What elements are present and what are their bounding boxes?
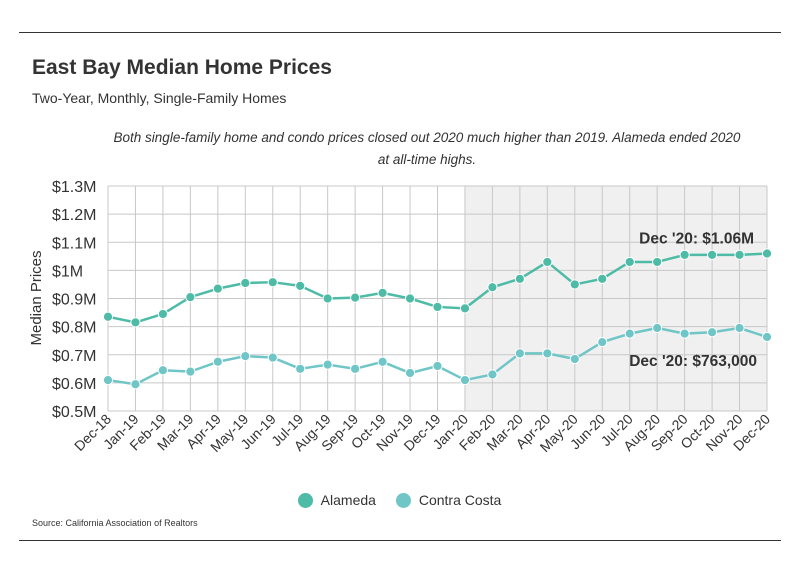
data-point-contra-costa xyxy=(597,336,608,348)
annotation-contra-costa: Dec '20: $763,000 xyxy=(629,353,757,370)
data-point-alameda xyxy=(734,249,745,261)
data-point-contra-costa xyxy=(157,365,169,376)
data-point-contra-costa xyxy=(130,379,141,390)
legend-label-alameda: Alameda xyxy=(320,492,376,508)
bottom-rule xyxy=(19,540,781,541)
data-point-alameda xyxy=(624,256,635,268)
data-point-contra-costa xyxy=(240,351,251,362)
data-point-alameda xyxy=(679,249,690,261)
source-note: Source: California Association of Realto… xyxy=(32,518,198,528)
data-point-contra-costa xyxy=(459,374,471,386)
data-point-alameda xyxy=(761,248,773,259)
data-point-alameda xyxy=(157,308,169,320)
y-tick-label: $0.7M xyxy=(52,348,96,365)
data-point-alameda xyxy=(185,291,196,303)
legend-marker-contra-costa xyxy=(395,492,411,508)
y-tick-label: $0.5M xyxy=(52,404,96,421)
data-point-contra-costa xyxy=(377,356,388,367)
data-point-contra-costa xyxy=(679,328,690,339)
legend-marker-alameda xyxy=(297,492,313,508)
data-point-alameda xyxy=(322,293,333,304)
data-point-contra-costa xyxy=(652,322,663,334)
data-point-contra-costa xyxy=(404,367,416,379)
data-point-contra-costa xyxy=(295,363,306,374)
data-point-contra-costa xyxy=(350,363,361,374)
data-point-alameda xyxy=(377,287,388,298)
y-tick-label: $0.9M xyxy=(52,292,96,309)
data-point-alameda xyxy=(404,293,416,304)
data-point-contra-costa xyxy=(267,352,278,363)
legend-item-alameda[interactable]: Alameda xyxy=(297,492,376,508)
chart-title: East Bay Median Home Prices xyxy=(32,56,332,79)
data-point-alameda xyxy=(295,280,306,291)
data-point-alameda xyxy=(350,292,361,303)
y-axis-label: Median Prices xyxy=(28,250,45,345)
data-point-contra-costa xyxy=(185,366,196,377)
data-point-alameda xyxy=(706,249,718,261)
data-point-contra-costa xyxy=(761,331,773,343)
data-point-alameda xyxy=(432,301,443,313)
data-point-contra-costa xyxy=(542,348,553,359)
legend-item-contra-costa[interactable]: Contra Costa xyxy=(395,492,502,508)
y-tick-label: $1.3M xyxy=(52,179,96,196)
data-point-alameda xyxy=(652,256,663,268)
data-point-alameda xyxy=(569,279,580,290)
data-point-contra-costa xyxy=(102,374,114,386)
data-point-contra-costa xyxy=(322,359,333,370)
chart-subtitle: Two-Year, Monthly, Single-Family Homes xyxy=(32,90,287,106)
y-tick-label: $1.2M xyxy=(52,207,96,224)
data-point-contra-costa xyxy=(706,327,718,338)
top-rule xyxy=(19,32,781,33)
data-point-alameda xyxy=(597,273,608,284)
data-point-contra-costa xyxy=(212,356,223,367)
y-tick-label: $1.1M xyxy=(52,235,96,252)
data-point-contra-costa xyxy=(514,348,525,359)
data-point-contra-costa xyxy=(569,353,580,365)
legend-label-contra-costa: Contra Costa xyxy=(418,492,502,508)
y-tick-label: $0.8M xyxy=(52,320,96,337)
data-point-alameda xyxy=(130,317,141,328)
data-point-contra-costa xyxy=(487,369,498,380)
chart-note: Both single-family home and condo prices… xyxy=(113,130,741,167)
y-tick-label: $0.6M xyxy=(52,376,96,393)
data-point-contra-costa xyxy=(734,322,745,334)
data-point-alameda xyxy=(459,303,471,314)
data-point-alameda xyxy=(240,277,251,289)
data-point-alameda xyxy=(212,283,223,294)
y-tick-label: $1M xyxy=(52,263,83,280)
data-point-alameda xyxy=(542,256,553,268)
data-point-alameda xyxy=(514,273,525,284)
legend: Alameda Contra Costa xyxy=(0,492,799,511)
data-point-contra-costa xyxy=(624,328,635,339)
data-point-alameda xyxy=(102,311,114,322)
data-point-alameda xyxy=(267,277,278,288)
annotation-alameda: Dec '20: $1.06M xyxy=(639,231,754,248)
data-point-contra-costa xyxy=(432,360,443,372)
data-point-alameda xyxy=(487,282,498,293)
